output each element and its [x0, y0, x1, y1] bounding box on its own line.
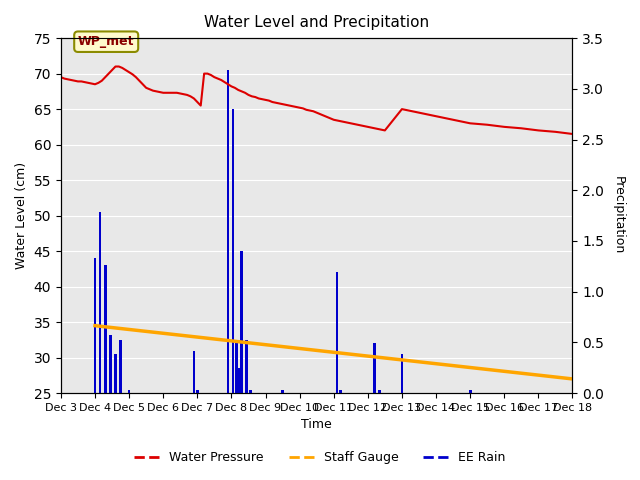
Bar	[93, 258, 97, 393]
Bar	[281, 390, 284, 393]
Bar	[104, 265, 107, 393]
Bar	[227, 70, 229, 393]
Bar	[336, 273, 339, 393]
Y-axis label: Water Level (cm): Water Level (cm)	[15, 162, 28, 269]
Bar	[245, 340, 248, 393]
Bar	[373, 343, 376, 393]
Bar	[119, 340, 122, 393]
Text: WP_met: WP_met	[78, 35, 134, 48]
Bar	[339, 390, 342, 393]
Bar	[196, 390, 198, 393]
Bar	[128, 390, 131, 393]
Bar	[235, 340, 238, 393]
Bar	[249, 390, 252, 393]
Bar	[401, 354, 403, 393]
Title: Water Level and Precipitation: Water Level and Precipitation	[204, 15, 429, 30]
Bar	[99, 212, 102, 393]
X-axis label: Time: Time	[301, 419, 332, 432]
Bar	[378, 390, 381, 393]
Bar	[240, 251, 243, 393]
Bar	[468, 390, 472, 393]
Bar	[109, 335, 112, 393]
Bar	[232, 109, 234, 393]
Legend: Water Pressure, Staff Gauge, EE Rain: Water Pressure, Staff Gauge, EE Rain	[129, 446, 511, 469]
Bar	[237, 368, 239, 393]
Bar	[193, 350, 195, 393]
Y-axis label: Precipitation: Precipitation	[612, 177, 625, 255]
Bar	[114, 354, 117, 393]
